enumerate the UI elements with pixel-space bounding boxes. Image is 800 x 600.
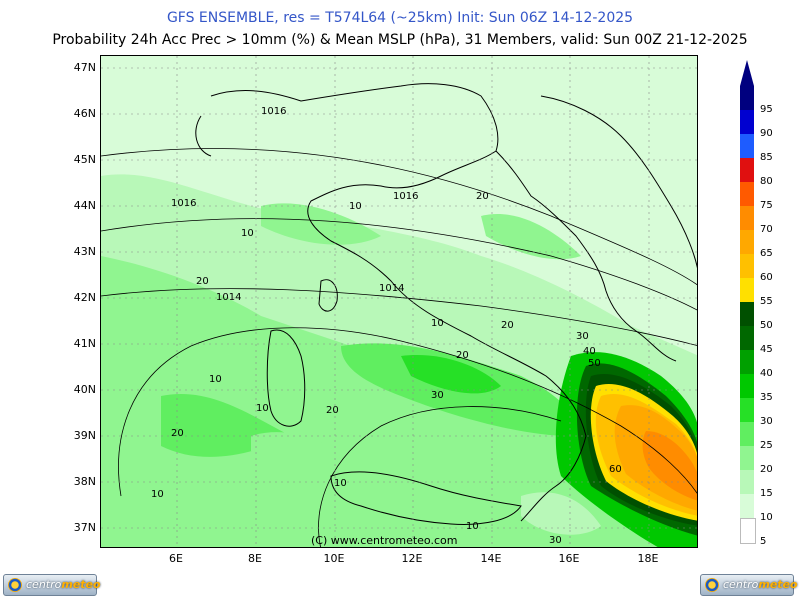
lat-label: 41N: [73, 337, 96, 350]
contour-label: 10: [241, 228, 254, 239]
lon-label: 14E: [480, 552, 502, 565]
isobar-label: 1016: [261, 106, 286, 117]
coastline-borders: [195, 83, 697, 525]
colorbar-cell: [740, 230, 754, 254]
colorbar-label: 30: [760, 416, 773, 427]
colorbar-cell: [740, 494, 754, 518]
colorbar-cell: [740, 470, 754, 494]
lon-label: 16E: [558, 552, 580, 565]
centrometeo-logo-left: centrometeo: [3, 574, 101, 596]
colorbar-cell: [740, 422, 754, 446]
precipitation-map: 1016 1016 1016 1014 1014 10 20 10 20 10 …: [101, 56, 697, 547]
colorbar-cell: [740, 182, 754, 206]
colorbar-label: 85: [760, 152, 773, 163]
contour-label: 20: [476, 191, 489, 202]
lon-label: 8E: [248, 552, 262, 565]
isobar-label: 1014: [216, 292, 241, 303]
lon-label: 18E: [637, 552, 659, 565]
lat-label: 37N: [73, 521, 96, 534]
colorbar-cell: [740, 110, 754, 134]
colorbar-label: 35: [760, 392, 773, 403]
colorbar-cell: [740, 350, 754, 374]
isobar-label: 1016: [393, 191, 418, 202]
colorbar-label: 25: [760, 440, 773, 451]
contour-label: 20: [196, 276, 209, 287]
contour-label: 30: [549, 535, 562, 546]
colorbar-cell: [740, 86, 754, 110]
contour-label: 10: [431, 318, 444, 329]
colorbar-cell: [740, 518, 756, 544]
lat-label: 47N: [73, 61, 96, 74]
colorbar-label: 40: [760, 368, 773, 379]
contour-label: 20: [501, 320, 514, 331]
contour-label: 20: [456, 350, 469, 361]
lat-label: 39N: [73, 429, 96, 442]
colorbar-label: 20: [760, 464, 773, 475]
contour-label: 10: [256, 403, 269, 414]
colorbar-cell: [740, 206, 754, 230]
precip-probability-shading: [101, 56, 697, 547]
colorbar-cell: [740, 158, 754, 182]
colorbar-label: 90: [760, 128, 773, 139]
colorbar-label: 15: [760, 488, 773, 499]
contour-label: 20: [326, 405, 339, 416]
colorbar-label: 80: [760, 176, 773, 187]
lat-lon-grid: [101, 56, 697, 547]
colorbar-cell: [740, 326, 754, 350]
logo-icon: [705, 578, 719, 592]
lat-label: 40N: [73, 383, 96, 396]
colorbar-label: 10: [760, 512, 773, 523]
lon-label: 10E: [323, 552, 345, 565]
colorbar-cell: [740, 254, 754, 278]
colorbar-label: 60: [760, 272, 773, 283]
colorbar-label: 70: [760, 224, 773, 235]
colorbar-cell: [740, 374, 754, 398]
contour-label: 10: [151, 489, 164, 500]
colorbar-cell: [740, 446, 754, 470]
colorbar-arrow: [740, 60, 754, 86]
lat-label: 42N: [73, 291, 96, 304]
logo-icon: [8, 578, 22, 592]
contour-label: 30: [576, 331, 589, 342]
colorbar-legend: 95 90 85 80 75 70 65 60 55 50 45 40 35 30 25 20 15 10 5: [740, 60, 800, 547]
lat-label: 38N: [73, 475, 96, 488]
lon-label: 6E: [169, 552, 183, 565]
colorbar-cell: [740, 302, 754, 326]
contour-label: 50: [588, 358, 601, 369]
colorbar-label: 65: [760, 248, 773, 259]
contour-label: 10: [466, 521, 479, 532]
contour-label: 10: [349, 201, 362, 212]
contour-label: 60: [609, 464, 622, 475]
contour-label: 10: [334, 478, 347, 489]
isobar-label: 1016: [171, 198, 196, 209]
colorbar-cell: [740, 134, 754, 158]
lat-label: 43N: [73, 245, 96, 258]
colorbar-label: 5: [760, 536, 767, 547]
isobar-lines: [101, 148, 697, 547]
lat-label: 45N: [73, 153, 96, 166]
colorbar-cell: [740, 398, 754, 422]
map-subtitle: Probability 24h Acc Prec > 10mm (%) & Me…: [52, 32, 748, 48]
map-panel: 1016 1016 1016 1014 1014 10 20 10 20 10 …: [100, 55, 698, 548]
colorbar-label: 45: [760, 344, 773, 355]
colorbar-cell: [740, 278, 754, 302]
isobar-labels: 1016 1016 1016 1014 1014: [171, 106, 418, 303]
isobar-label: 1014: [379, 283, 404, 294]
contour-labels: 10 20 10 20 10 20 30 40 50 60 20 30 10 2…: [151, 191, 622, 546]
lat-label: 44N: [73, 199, 96, 212]
lat-label: 46N: [73, 107, 96, 120]
colorbar-label: 75: [760, 200, 773, 211]
lon-label: 12E: [401, 552, 423, 565]
colorbar-label: 55: [760, 296, 773, 307]
colorbar-label: 95: [760, 104, 773, 115]
contour-label: 20: [171, 428, 184, 439]
copyright-text: (C) www.centrometeo.com: [311, 534, 457, 547]
contour-label: 40: [583, 346, 596, 357]
map-title: GFS ENSEMBLE, res = T574L64 (~25km) Init…: [166, 10, 634, 26]
contour-label: 10: [209, 374, 222, 385]
colorbar-label: 50: [760, 320, 773, 331]
contour-label: 30: [431, 390, 444, 401]
centrometeo-logo-right: centrometeo: [700, 574, 798, 596]
